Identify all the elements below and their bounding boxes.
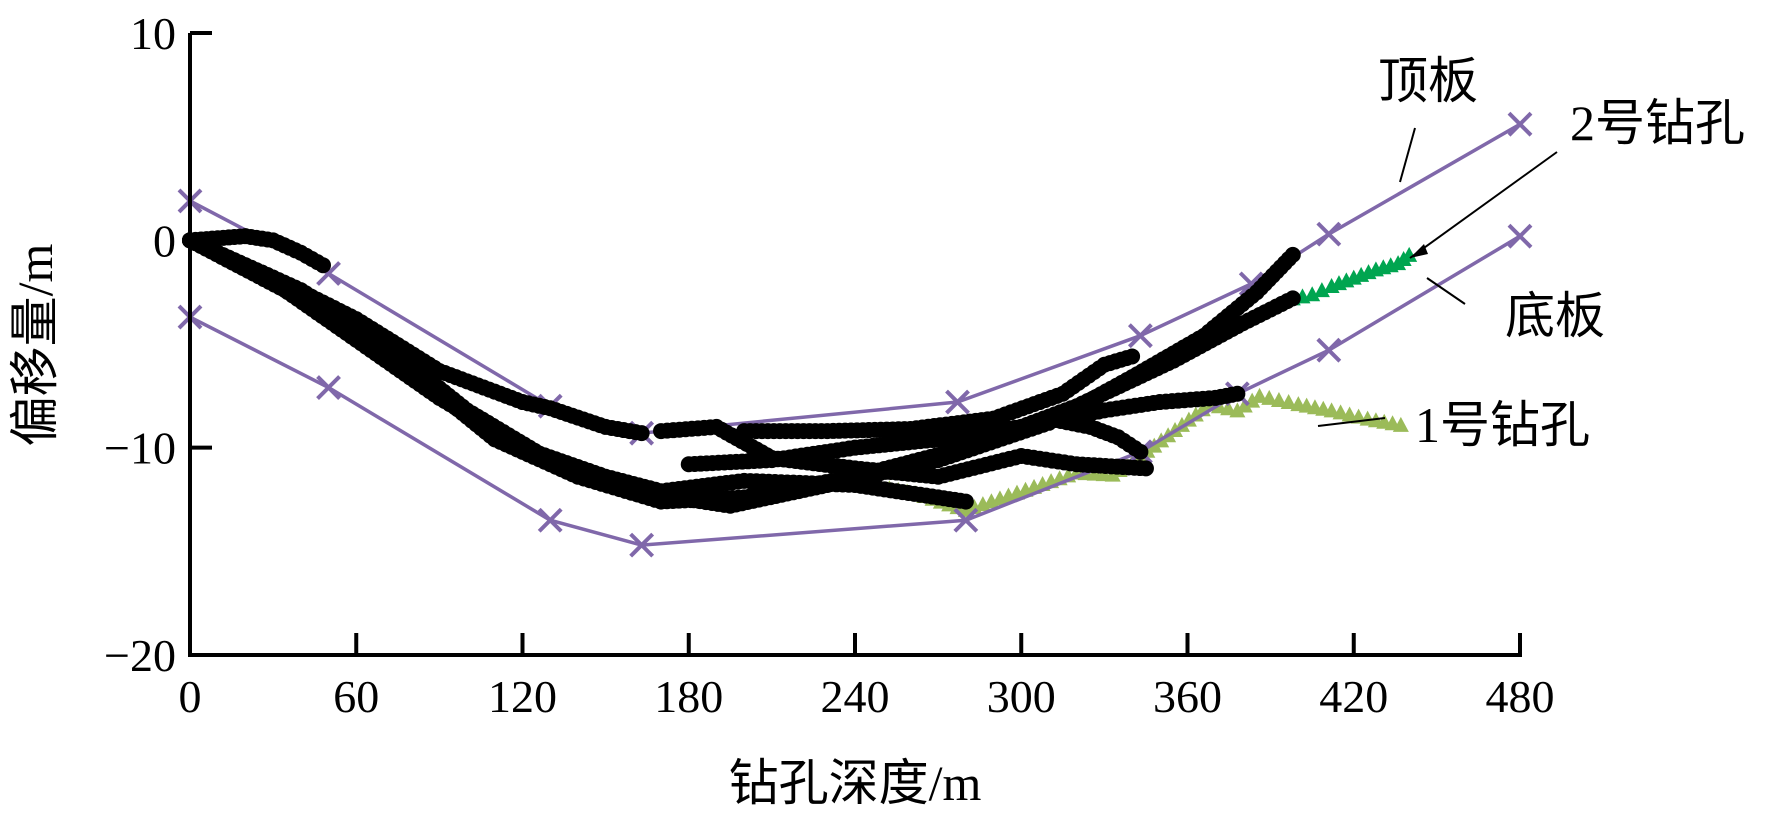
triangle-marker-icon: [1229, 402, 1246, 418]
x-tick-label: 60: [333, 671, 379, 722]
x-marker-icon: [1507, 111, 1533, 137]
triangle-marker-icon: [1280, 394, 1297, 410]
triangle-marker-icon: [1180, 411, 1197, 427]
x-tick-label: 420: [1319, 671, 1388, 722]
triangle-marker-icon: [1251, 387, 1268, 403]
floor-line-series: [177, 223, 1533, 558]
measured-borehole-trace: [736, 348, 1141, 440]
x-marker-icon: [316, 375, 341, 400]
dot-marker-icon: [1137, 460, 1154, 477]
x-tick-label: 360: [1153, 671, 1222, 722]
x-marker-icon: [1127, 323, 1153, 349]
dot-marker-icon: [1124, 348, 1141, 365]
y-tick-label: −10: [104, 423, 176, 474]
floor-leader-line: [1426, 277, 1466, 305]
dot-marker-icon: [315, 257, 331, 274]
hole2-leader-line: [1409, 151, 1558, 259]
hole2-label: 2号钻孔: [1570, 95, 1745, 151]
x-tick-label: 480: [1486, 671, 1555, 722]
dot-marker-icon: [1229, 385, 1246, 402]
dot-marker-icon: [1132, 443, 1149, 460]
x-marker-icon: [537, 507, 563, 533]
dot-marker-icon: [633, 425, 650, 442]
triangle-marker-icon: [1236, 397, 1253, 413]
hole1-label: 1号钻孔: [1415, 397, 1590, 453]
triangle-marker-icon: [1261, 389, 1278, 405]
roof-leader-line: [1399, 127, 1416, 183]
x-marker-icon: [1507, 223, 1533, 249]
x-tick-label: 240: [821, 671, 890, 722]
roof-label: 顶板: [1378, 53, 1478, 109]
triangle-marker-icon: [1313, 282, 1330, 298]
floor-label: 底板: [1505, 288, 1605, 344]
y-tick-label: −20: [104, 630, 176, 681]
triangle-marker-icon: [1220, 400, 1237, 416]
x-marker-icon: [1316, 221, 1342, 247]
triangle-marker-icon: [1341, 406, 1358, 422]
hole1-leader-line: [1317, 417, 1386, 427]
triangle-marker-icon: [1304, 286, 1321, 302]
y-axis-title: 偏移量/m: [7, 244, 63, 447]
y-ticks: −20 −10 0 10: [104, 8, 212, 681]
x-tick-label: 120: [488, 671, 557, 722]
dot-marker-icon: [1284, 290, 1301, 307]
x-marker-icon: [953, 507, 979, 533]
x-marker-icon: [629, 532, 655, 558]
plot-series: [177, 111, 1533, 558]
measured-borehole-trace: [1040, 410, 1149, 460]
x-marker-icon: [1316, 337, 1342, 363]
borehole-2-series: [1284, 246, 1418, 306]
annotations: [1317, 127, 1558, 427]
x-tick-label: 180: [654, 671, 723, 722]
y-tick-label: 10: [130, 8, 176, 59]
y-tick-label: 0: [153, 215, 176, 266]
x-axis-title: 钻孔深度/m: [729, 755, 982, 811]
dot-marker-icon: [957, 493, 974, 510]
hole2-arrowhead-icon: [1410, 244, 1428, 258]
triangle-marker-icon: [1332, 404, 1349, 420]
x-marker-icon: [945, 389, 970, 415]
triangle-marker-icon: [1392, 416, 1409, 432]
x-ticks: 0 60 120 180 240 300 360 420 480: [179, 633, 1555, 722]
x-tick-label: 0: [179, 671, 202, 722]
roof-line-series: [177, 111, 1533, 446]
x-tick-label: 300: [987, 671, 1056, 722]
triangle-marker-icon: [1401, 246, 1418, 262]
triangle-marker-icon: [1323, 402, 1340, 418]
dot-marker-icon: [1284, 246, 1301, 263]
triangle-marker-icon: [1270, 391, 1287, 407]
